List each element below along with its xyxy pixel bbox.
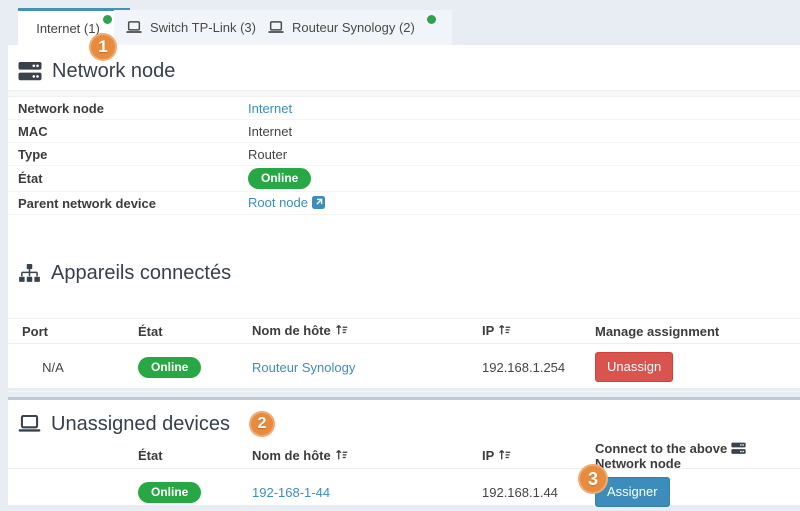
external-link-icon [312, 195, 325, 212]
sort-icon [335, 448, 348, 464]
step-badge-3: 3 [578, 464, 608, 494]
tab-internet[interactable]: Internet (1) [18, 8, 130, 45]
step-badge-2: 2 [249, 411, 275, 437]
step-badge-1: 1 [89, 33, 117, 61]
tab-internet-label: Internet (1) [36, 20, 100, 36]
tab-router-label: Routeur Synology (2) [292, 20, 415, 35]
detail-row-state: État Online [8, 166, 800, 192]
mac-value: Internet [248, 123, 293, 139]
network-node-link[interactable]: Internet [248, 100, 293, 116]
tab-switch-label: Switch TP-Link (3) [150, 20, 256, 35]
section-divider [8, 388, 800, 400]
hostname-link[interactable]: Routeur Synology [252, 359, 356, 375]
unassigned-device-row: Online 192-168-1-44 192.168.1.44 3 Assig… [8, 464, 800, 511]
col-header-hostname-sortable[interactable]: Nom de hôte [252, 323, 482, 339]
col-header-state: État [138, 323, 163, 339]
detail-label: État [18, 171, 43, 186]
network-node-title: Network node [52, 60, 176, 82]
sitemap-icon [18, 263, 41, 284]
laptop-icon [268, 21, 284, 34]
unassigned-devices-card: Unassigned devices 2 État Nom de hôte IP… [8, 400, 800, 507]
type-value: Router [248, 146, 288, 162]
server-icon [731, 442, 746, 455]
unassigned-table-header: État Nom de hôte IP Connect to the above… [8, 441, 800, 471]
connected-table-header: Port État Nom de hôte IP Manage assignme… [8, 318, 800, 344]
col-header-manage: Manage assignment [595, 323, 720, 339]
detail-row-parent: Parent network device Root node [8, 192, 800, 215]
col-header-state: État [138, 448, 163, 463]
ip-cell: 192.168.1.44 [482, 484, 558, 500]
sort-icon [498, 323, 511, 339]
status-badge: Online [138, 356, 202, 378]
server-icon [18, 61, 42, 82]
unassign-button[interactable]: Unassign [595, 352, 674, 382]
detail-label: Network node [18, 100, 104, 116]
connected-device-row: N/A Online Routeur Synology 192.168.1.25… [8, 344, 800, 392]
detail-table-header-strip [8, 90, 800, 97]
sort-icon [498, 448, 511, 464]
sort-icon [335, 323, 348, 339]
tab-routeur-synology[interactable]: Routeur Synology (2) [256, 10, 452, 45]
col-header-connect: Connect to the above Network node [595, 441, 800, 471]
detail-row-mac: MAC Internet [8, 120, 800, 143]
network-node-heading: Network node [8, 45, 800, 90]
detail-label: Parent network device [18, 195, 156, 211]
col-header-port: Port [22, 323, 48, 339]
status-badge: Online [248, 168, 312, 189]
col-header-ip-sortable[interactable]: IP [482, 448, 595, 464]
unassigned-devices-heading: Unassigned devices 2 [8, 400, 800, 441]
hostname-link[interactable]: 192-168-1-44 [252, 484, 331, 500]
status-badge: Online [138, 481, 202, 503]
parent-node-link[interactable]: Root node [248, 195, 325, 210]
col-header-hostname-sortable[interactable]: Nom de hôte [252, 448, 482, 464]
detail-row-type: Type Router [8, 143, 800, 166]
online-dot-icon [102, 14, 112, 24]
port-cell: N/A [42, 359, 64, 375]
laptop-icon [18, 415, 41, 433]
ip-cell: 192.168.1.254 [482, 359, 566, 375]
node-tabbar: Internet (1) Switch TP-Link (3) Routeur … [0, 0, 800, 61]
connected-devices-title: Appareils connectés [51, 262, 232, 284]
detail-row-network-node: Network node Internet [8, 97, 800, 120]
detail-label: MAC [18, 123, 48, 139]
detail-label: Type [18, 146, 48, 162]
col-header-ip-sortable[interactable]: IP [482, 323, 595, 339]
connected-devices-heading: Appareils connectés [8, 247, 800, 292]
online-dot-icon [426, 15, 436, 24]
laptop-icon [126, 21, 142, 34]
network-node-card: Network node Network node Internet MAC I… [8, 45, 800, 392]
unassigned-devices-title: Unassigned devices [51, 412, 230, 435]
